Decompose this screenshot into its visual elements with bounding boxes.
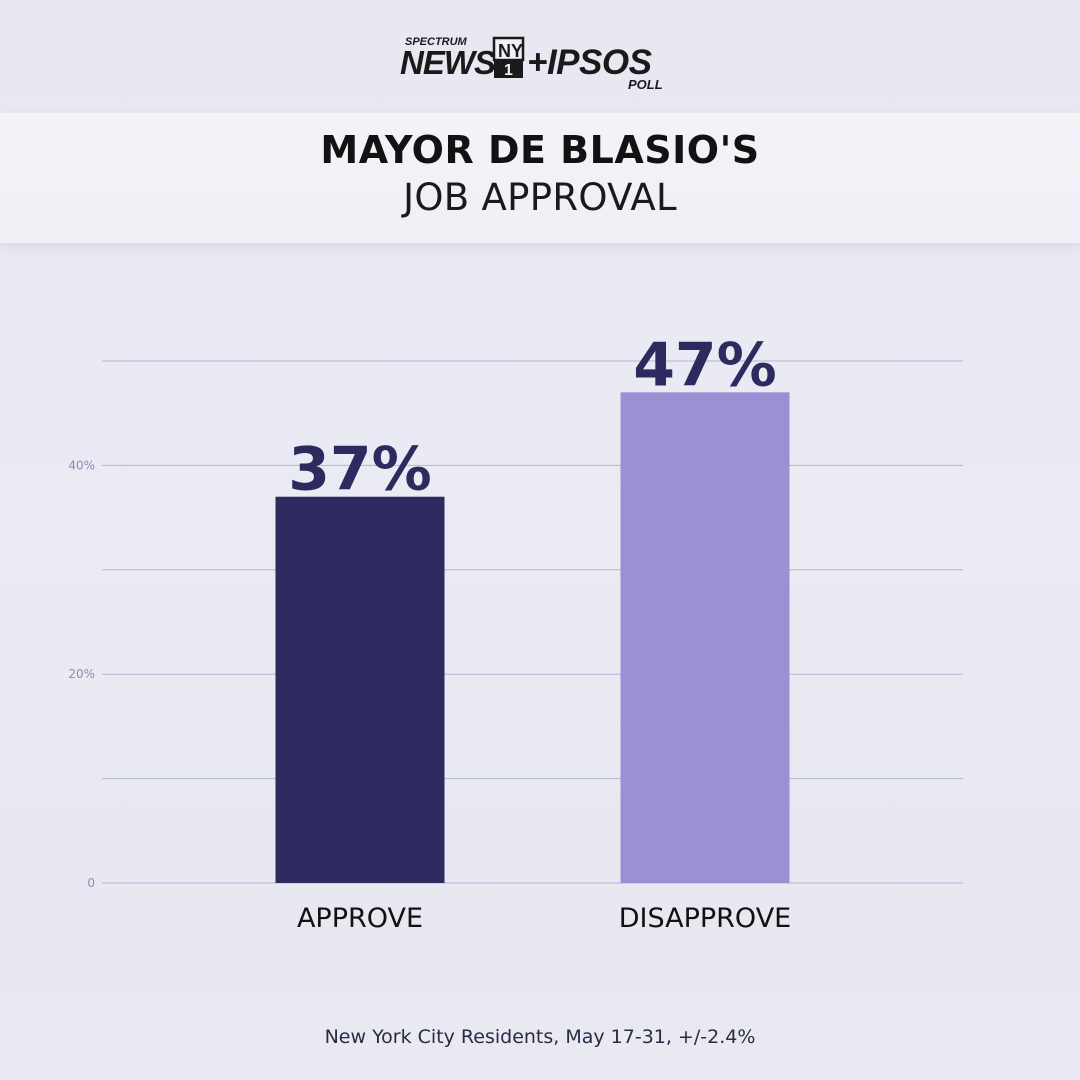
gridlines	[102, 360, 963, 884]
value-label-approve: 37%	[288, 435, 432, 505]
bars	[275, 392, 790, 883]
brand-spectrum-text: SPECTRUM	[405, 36, 468, 48]
value-labels: 37% 47%	[288, 330, 777, 504]
bar-disapprove	[620, 392, 790, 883]
chart-title: MAYOR DE BLASIO'S	[320, 128, 760, 172]
brand-ny1-text: NY	[498, 41, 523, 61]
ny1-logo-icon: NY 1	[492, 36, 525, 79]
y-tick-label: 0	[87, 876, 95, 890]
footer-note: New York City Residents, May 17-31, +/-2…	[324, 1026, 756, 1048]
category-labels: APPROVE DISAPPROVE	[297, 903, 791, 934]
title-band	[0, 113, 1080, 243]
value-label-disapprove: 47%	[633, 330, 777, 400]
bar-approve	[275, 496, 445, 883]
brand-news-text: NEWS	[400, 44, 496, 81]
brand-poll-text: POLL	[628, 77, 663, 92]
brand-ipsos-text: +IPSOS	[527, 43, 652, 82]
category-label-approve: APPROVE	[297, 903, 423, 934]
spectrum-news-ipsos-logo: SPECTRUM NEWS NY 1 +IPSOS POLL	[400, 36, 663, 92]
brand-ny1-number: 1	[504, 62, 513, 79]
chart-subtitle: JOB APPROVAL	[403, 176, 677, 219]
y-axis-ticks: 0 20% 40%	[68, 458, 95, 890]
category-label-disapprove: DISAPPROVE	[619, 903, 792, 934]
footer-band	[0, 993, 1080, 1080]
y-tick-label: 40%	[68, 458, 95, 472]
y-tick-label: 20%	[68, 667, 95, 681]
